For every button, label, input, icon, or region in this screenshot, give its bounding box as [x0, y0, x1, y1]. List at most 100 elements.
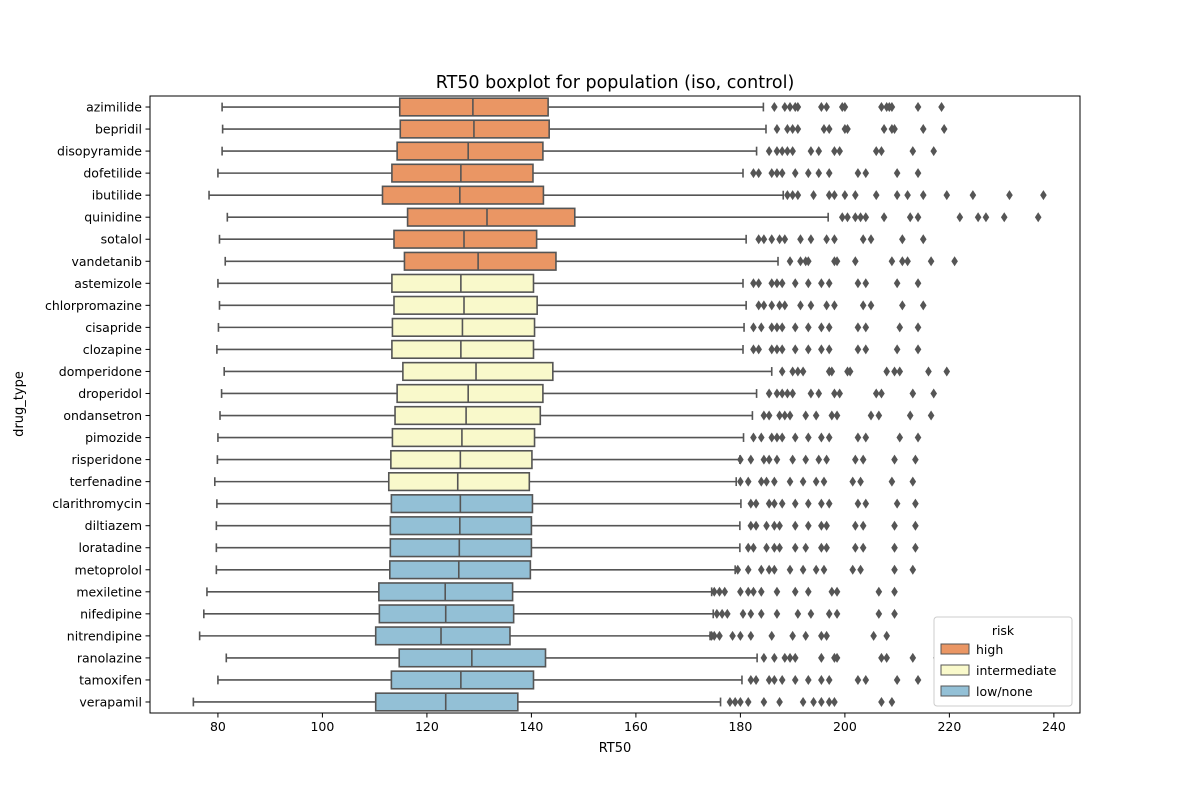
outlier-point	[789, 388, 796, 399]
box	[374, 626, 511, 646]
outlier-point	[893, 190, 901, 201]
outlier-point	[789, 630, 796, 641]
y-tick-label: verapamil	[79, 694, 142, 709]
outlier-point	[914, 344, 922, 355]
x-tick-label: 100	[310, 719, 334, 734]
outlier-point	[930, 388, 938, 399]
outlier-point	[878, 146, 885, 157]
outlier-point	[818, 278, 825, 289]
outlier-point	[784, 124, 791, 135]
legend: risk high intermediate low/none	[933, 616, 1073, 707]
y-tick-label: chlorpromazine	[45, 298, 142, 313]
outlier-point	[828, 586, 836, 597]
outlier-point	[815, 168, 823, 179]
box-group-bepridil	[221, 119, 948, 139]
outlier-point	[838, 212, 846, 223]
x-tick-label: 140	[519, 719, 543, 734]
outlier-point	[906, 410, 914, 421]
outlier-point	[825, 322, 833, 333]
outlier-point	[893, 498, 901, 509]
plot-frame	[149, 95, 1081, 714]
outlier-point	[854, 432, 862, 443]
outlier-point	[878, 388, 885, 399]
outlier-point	[951, 256, 958, 267]
box	[391, 163, 534, 183]
outlier-point	[807, 300, 815, 311]
outlier-point	[789, 366, 796, 377]
outlier-point	[737, 586, 744, 597]
outlier-point	[825, 124, 833, 135]
outlier-point	[831, 234, 838, 245]
outlier-point	[765, 564, 773, 575]
outlier-point	[757, 476, 765, 487]
outlier-point	[862, 212, 870, 223]
outlier-point	[778, 168, 786, 179]
outlier-point	[771, 498, 778, 509]
outlier-point	[760, 234, 768, 245]
y-tick-label: domperidone	[59, 364, 143, 379]
outlier-point	[875, 608, 883, 619]
box	[391, 427, 536, 448]
x-tick-label: 180	[728, 719, 752, 734]
x-tick-label: 200	[833, 719, 857, 734]
outlier-point	[891, 542, 898, 553]
box	[381, 185, 545, 205]
box	[393, 229, 538, 249]
box	[402, 361, 554, 382]
y-tick-label: azimilide	[86, 100, 142, 115]
outlier-point	[805, 256, 812, 267]
outlier-point	[854, 344, 862, 355]
box-group-disopyramide	[221, 141, 938, 161]
outlier-point	[818, 520, 825, 531]
outlier-point	[812, 564, 820, 575]
outlier-point	[760, 696, 768, 707]
outlier-point	[789, 190, 796, 201]
outlier-point	[794, 366, 802, 377]
outlier-point	[852, 520, 859, 531]
outlier-point	[747, 498, 755, 509]
box	[390, 670, 535, 690]
outlier-point	[825, 696, 833, 707]
outlier-point	[857, 212, 864, 223]
outlier-point	[854, 498, 862, 509]
outlier-point	[854, 674, 862, 685]
outlier-point	[909, 564, 917, 575]
outlier-point	[805, 586, 812, 597]
outlier-point	[802, 542, 810, 553]
outlier-point	[852, 542, 859, 553]
outlier-point	[773, 388, 781, 399]
y-tick-label: vandetanib	[72, 254, 143, 269]
outlier-point	[943, 190, 951, 201]
outlier-point	[799, 366, 807, 377]
outlier-point	[799, 696, 807, 707]
outlier-point	[912, 498, 919, 509]
outlier-point	[760, 652, 768, 663]
outlier-point	[778, 674, 786, 685]
outlier-point	[904, 190, 911, 201]
outlier-point	[878, 652, 885, 663]
outlier-point	[768, 344, 776, 355]
outlier-point	[802, 454, 810, 465]
outlier-point	[789, 454, 796, 465]
outlier-point	[818, 542, 825, 553]
outlier-point	[880, 212, 888, 223]
outlier-point	[867, 410, 875, 421]
box-group-verapamil	[192, 692, 896, 712]
box	[406, 207, 576, 227]
outlier-point	[750, 586, 757, 597]
outlier-point	[825, 498, 833, 509]
outlier-point	[776, 520, 783, 531]
outlier-point	[859, 520, 867, 531]
outlier-point	[786, 476, 794, 487]
outlier-point	[880, 124, 888, 135]
outlier-point	[818, 322, 825, 333]
outlier-point	[854, 322, 862, 333]
outlier-point	[786, 410, 794, 421]
outlier-point	[763, 520, 770, 531]
outlier-point	[896, 366, 904, 377]
outlier-point	[760, 454, 768, 465]
box-group-ranolazine	[225, 648, 940, 668]
box-group-metoprolol	[215, 560, 917, 580]
outlier-point	[875, 586, 883, 597]
outlier-point	[799, 476, 807, 487]
